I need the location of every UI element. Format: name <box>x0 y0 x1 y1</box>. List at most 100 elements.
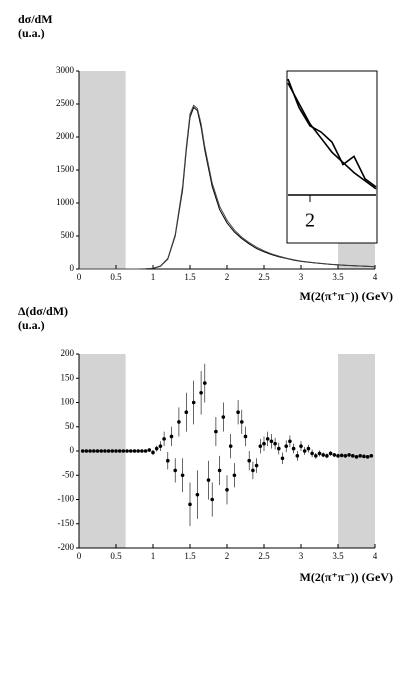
data-point <box>84 449 89 453</box>
y-tick-label: 0 <box>70 445 75 455</box>
panel: -200 -150 -100 -50 0 50 100 150 200 0 0.5 1 1.5 2 2.5 3… <box>18 304 393 584</box>
data-point <box>358 454 363 458</box>
x-tick-label: 0.5 <box>110 551 122 561</box>
x-axis-label: M(2(π⁺π⁻)) (GeV) <box>300 289 393 303</box>
y-axis-unit: (u.a.) <box>18 26 45 40</box>
data-point <box>369 454 374 458</box>
x-tick-label: 2 <box>225 272 230 282</box>
data-point <box>273 441 277 446</box>
x-axis-label: M(2(π⁺π⁻)) (GeV) <box>300 570 393 584</box>
data-point <box>121 449 126 453</box>
data-point <box>362 454 366 459</box>
x-tick-label: 0.5 <box>110 272 122 282</box>
data-point <box>365 455 370 459</box>
data-point <box>140 449 144 453</box>
data-point <box>339 453 344 458</box>
data-point <box>177 420 181 424</box>
data-point <box>258 444 263 448</box>
data-point <box>288 439 292 444</box>
y-axis-label: dσ/dM <box>18 12 53 26</box>
data-point <box>314 454 318 458</box>
y-tick-label: 3000 <box>56 65 75 75</box>
data-point <box>321 453 326 457</box>
data-point <box>169 434 174 439</box>
data-point <box>110 449 115 453</box>
y-tick-label: 200 <box>61 348 75 358</box>
data-point <box>240 420 244 424</box>
y-axis-label: Δ(dσ/dM) <box>18 304 68 318</box>
x-tick-label: 1.5 <box>184 551 196 561</box>
y-tick-label: 0 <box>70 263 75 273</box>
data-point <box>188 502 192 507</box>
data-point <box>173 468 177 473</box>
x-tick-label: 3.5 <box>332 272 344 282</box>
data-point <box>206 478 211 482</box>
data-point <box>347 453 351 457</box>
data-point <box>332 453 337 457</box>
data-point <box>199 391 203 395</box>
data-point <box>103 449 107 453</box>
data-point <box>284 444 289 448</box>
data-point <box>99 449 103 453</box>
data-point <box>158 444 163 448</box>
data-point <box>125 449 129 453</box>
data-point <box>114 449 118 453</box>
data-point <box>166 458 170 463</box>
data-point <box>129 449 133 453</box>
shaded-region <box>338 354 375 548</box>
data-point <box>302 449 307 453</box>
data-point <box>262 441 266 446</box>
data-point <box>221 415 226 419</box>
y-tick-label: 500 <box>61 230 75 240</box>
data-point <box>265 437 270 441</box>
series-line <box>287 78 377 188</box>
data-point <box>354 455 359 459</box>
data-point <box>306 446 311 451</box>
data-point <box>88 449 92 453</box>
data-point <box>295 454 300 458</box>
data-point <box>80 449 85 453</box>
x-tick-label: 2.5 <box>258 272 270 282</box>
data-point <box>132 449 137 453</box>
y-tick-label: 100 <box>61 397 75 407</box>
series-line <box>287 82 377 190</box>
data-point <box>228 444 233 448</box>
x-tick-label: 4 <box>373 272 378 282</box>
data-point <box>95 449 100 453</box>
x-tick-label: 1.5 <box>184 272 196 282</box>
y-tick-label: -150 <box>58 518 75 528</box>
data-point <box>162 437 166 441</box>
x-tick-label: 2 <box>225 551 230 561</box>
y-axis-unit: (u.a.) <box>18 318 45 332</box>
y-tick-label: 1500 <box>56 164 75 174</box>
data-point <box>336 454 340 458</box>
y-tick-label: 50 <box>65 421 75 431</box>
data-point <box>243 434 248 439</box>
data-point <box>154 446 159 451</box>
data-point <box>310 451 314 456</box>
x-tick-label: 1 <box>151 272 156 282</box>
y-tick-label: -50 <box>62 469 74 479</box>
x-tick-label: 0 <box>77 551 82 561</box>
data-point <box>214 429 218 434</box>
y-tick-label: 2500 <box>56 98 75 108</box>
y-tick-label: 150 <box>61 372 75 382</box>
data-point <box>269 439 274 444</box>
data-point <box>251 468 255 473</box>
data-point <box>143 449 148 453</box>
x-tick-label: 4 <box>373 551 378 561</box>
data-point <box>317 451 322 456</box>
data-point <box>291 446 296 451</box>
y-tick-label: -200 <box>58 542 75 552</box>
data-point <box>151 450 155 455</box>
inset-frame <box>286 70 378 244</box>
data-point <box>254 463 259 468</box>
data-point <box>351 454 355 458</box>
data-point <box>343 454 348 458</box>
data-point <box>180 473 185 478</box>
x-tick-label: 3.5 <box>332 551 344 561</box>
data-point <box>217 468 222 473</box>
data-point <box>280 456 285 461</box>
data-point <box>184 410 189 415</box>
